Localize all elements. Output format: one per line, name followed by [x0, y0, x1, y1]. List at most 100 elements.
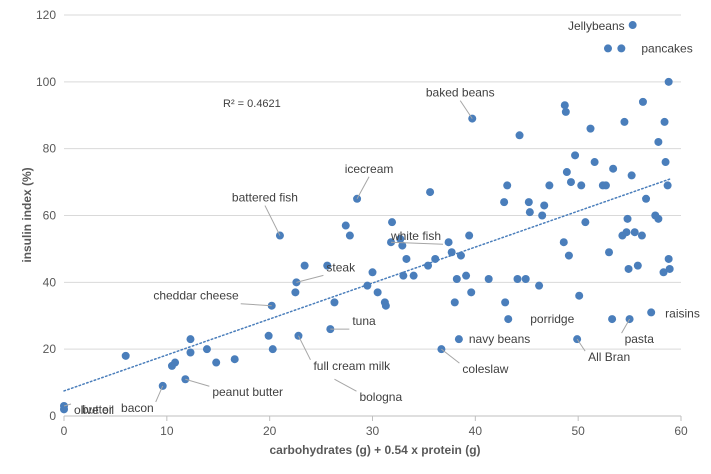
data-point: [426, 188, 435, 197]
data-point: [586, 124, 595, 133]
y-tick-label: 20: [43, 342, 57, 356]
annotation-label: pasta: [625, 332, 655, 346]
annotation-label: butter: [82, 402, 113, 416]
data-point: [323, 261, 332, 270]
data-point: [608, 315, 617, 324]
annotation-label: bacon: [121, 401, 154, 415]
annotation-label: porridge: [530, 312, 574, 326]
data-point: [402, 254, 411, 263]
data-point: [291, 288, 300, 297]
data-point: [424, 261, 433, 270]
data-point: [654, 214, 663, 223]
data-point: [664, 77, 673, 86]
x-tick-label: 40: [469, 424, 483, 438]
x-tick-label: 30: [366, 424, 380, 438]
annotation-label: olive oil: [74, 403, 114, 417]
data-point: [399, 271, 408, 280]
data-point: [638, 97, 647, 106]
annotation-label: full cream milk: [313, 359, 391, 373]
data-point: [447, 248, 456, 257]
data-point: [538, 211, 547, 220]
data-point: [501, 298, 510, 307]
annotation-label: peanut butter: [212, 385, 283, 399]
axis-layer: 0 20 40 60 80 100 120 0 10 20 30 40 50 60: [36, 8, 688, 438]
data-point: [566, 178, 575, 187]
annotation-leader: [298, 335, 311, 361]
data-point: [559, 238, 568, 247]
data-point: [601, 181, 610, 190]
data-point: [590, 158, 599, 167]
annotation-label: battered fish: [232, 191, 298, 205]
annotation-label: tuna: [352, 314, 376, 328]
data-point: [562, 168, 571, 177]
data-point: [409, 271, 418, 280]
data-point: [484, 274, 493, 283]
data-point: [524, 198, 533, 207]
r-squared-label: R² = 0.4621: [223, 98, 281, 110]
data-point: [60, 405, 68, 414]
annotation-label: steak: [326, 260, 356, 274]
y-tick-label: 0: [49, 409, 56, 423]
data-point: [633, 261, 642, 270]
data-point: [513, 274, 522, 283]
annotation-label: white fish: [390, 229, 441, 243]
data-point: [581, 218, 590, 227]
data-point: [381, 301, 390, 310]
data-point: [654, 137, 663, 146]
data-point: [503, 181, 512, 190]
data-point: [564, 251, 573, 260]
y-tick-label: 60: [43, 209, 57, 223]
annotation-leader: [334, 378, 357, 392]
data-point: [571, 151, 580, 160]
data-point: [212, 358, 221, 367]
x-tick-label: 10: [160, 424, 174, 438]
data-point: [575, 291, 584, 300]
annotation-leader: [264, 205, 281, 236]
data-point: [617, 44, 626, 53]
data-point: [456, 251, 465, 260]
data-point: [577, 181, 586, 190]
x-axis-title: carbohydrates (g) + 0.54 x protein (g): [269, 443, 480, 457]
data-point: [605, 248, 614, 257]
data-point: [450, 298, 459, 307]
y-axis-title: insulin index (%): [20, 167, 34, 262]
data-point: [462, 271, 471, 280]
data-point: [535, 281, 544, 290]
annotation-leader: [296, 274, 324, 283]
y-tick-label: 100: [36, 75, 56, 89]
annotation-leader: [459, 100, 473, 119]
data-point: [647, 308, 656, 317]
y-tick-label: 40: [43, 275, 57, 289]
data-point: [663, 181, 672, 190]
annotation-leader: [441, 348, 460, 364]
data-point: [637, 231, 646, 240]
data-point: [363, 281, 372, 290]
annotation-label: All Bran: [588, 350, 630, 364]
data-point: [620, 117, 629, 126]
data-point: [186, 348, 195, 357]
data-point: [560, 101, 569, 110]
data-point: [452, 274, 461, 283]
data-point: [398, 241, 407, 250]
data-point: [454, 335, 463, 344]
x-tick-label: 20: [263, 424, 277, 438]
data-point: [345, 231, 354, 240]
data-point: [230, 355, 239, 364]
annotation-label: coleslaw: [462, 362, 508, 376]
data-point: [388, 218, 397, 227]
annotation-leader: [63, 403, 72, 407]
data-point: [624, 264, 633, 273]
x-tick-label: 60: [674, 424, 688, 438]
data-point: [661, 158, 670, 167]
data-point: [500, 198, 509, 207]
data-point: [268, 345, 277, 354]
data-point: [521, 274, 530, 283]
data-point: [628, 21, 637, 30]
annotation-label: icecream: [345, 162, 394, 176]
annotation-label: Jellybeans: [568, 19, 625, 33]
annotation-leader: [155, 385, 164, 403]
annotation-label: pancakes: [641, 41, 692, 55]
data-point: [467, 288, 476, 297]
x-tick-label: 0: [61, 424, 68, 438]
